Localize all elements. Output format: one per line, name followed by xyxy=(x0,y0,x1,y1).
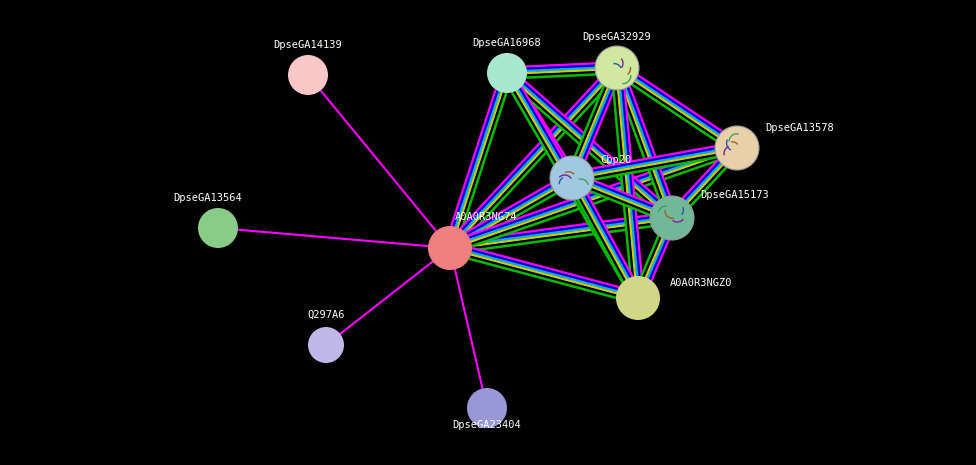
Circle shape xyxy=(198,208,238,248)
Text: DpseGA13578: DpseGA13578 xyxy=(765,123,834,133)
Text: Q297A6: Q297A6 xyxy=(307,310,345,320)
Circle shape xyxy=(715,126,759,170)
Circle shape xyxy=(550,156,594,200)
Text: DpseGA23404: DpseGA23404 xyxy=(453,420,521,430)
Circle shape xyxy=(308,327,344,363)
Circle shape xyxy=(288,55,328,95)
Text: DpseGA15173: DpseGA15173 xyxy=(700,190,769,200)
Circle shape xyxy=(428,226,472,270)
Text: DpseGA13564: DpseGA13564 xyxy=(174,193,242,203)
Text: A0A0R3NG74: A0A0R3NG74 xyxy=(455,212,517,222)
Circle shape xyxy=(616,276,660,320)
Text: Cbp20: Cbp20 xyxy=(600,155,631,165)
Circle shape xyxy=(650,196,694,240)
Text: DpseGA16968: DpseGA16968 xyxy=(472,38,542,48)
Text: DpseGA14139: DpseGA14139 xyxy=(273,40,343,50)
Text: DpseGA32929: DpseGA32929 xyxy=(583,32,651,42)
Circle shape xyxy=(487,53,527,93)
Circle shape xyxy=(467,388,507,428)
Circle shape xyxy=(595,46,639,90)
Text: A0A0R3NGZ0: A0A0R3NGZ0 xyxy=(670,278,733,288)
